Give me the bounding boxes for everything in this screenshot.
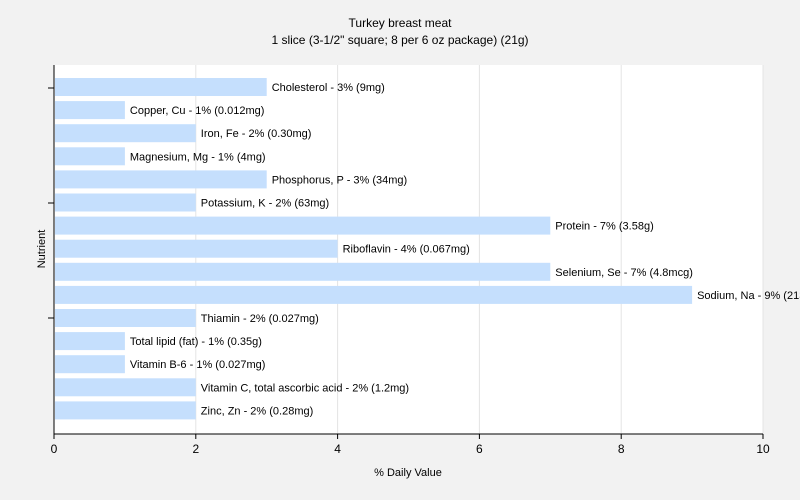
x-tick-label: 8 (618, 442, 625, 456)
bar (55, 239, 338, 258)
bar-label: Magnesium, Mg - 1% (4mg) (130, 151, 266, 163)
bar-label: Vitamin C, total ascorbic acid - 2% (1.2… (201, 382, 409, 394)
bar (55, 262, 551, 281)
bar-label: Protein - 7% (3.58g) (555, 221, 653, 233)
x-tick-label: 4 (334, 442, 341, 456)
bar (55, 124, 196, 143)
bar (55, 401, 196, 420)
bar-label: Thiamin - 2% (0.027mg) (201, 313, 319, 325)
bar-label: Selenium, Se - 7% (4.8mcg) (555, 267, 693, 279)
bar-label: Copper, Cu - 1% (0.012mg) (130, 105, 265, 117)
x-tick-label: 0 (51, 442, 58, 456)
bar-labels: Cholesterol - 3% (9mg) Copper, Cu - 1% (0… (130, 82, 800, 417)
y-axis-title: Nutrient (36, 230, 48, 269)
bar-label: Sodium, Na - 9% (213mg) (697, 290, 800, 302)
x-axis-title: % Daily Value (374, 467, 442, 479)
x-tick-label: 2 (192, 442, 199, 456)
axes (48, 65, 763, 435)
bar (55, 355, 125, 374)
bar (55, 170, 267, 189)
bar (55, 285, 693, 304)
bars (55, 78, 693, 420)
chart-subtitle: 1 slice (3-1/2" square; 8 per 6 oz packa… (271, 33, 528, 47)
bar (55, 332, 125, 351)
bar (55, 78, 267, 96)
x-tick-label: 10 (756, 442, 770, 456)
bar (55, 216, 551, 235)
bar-label: Total lipid (fat) - 1% (0.35g) (130, 336, 262, 348)
bar (55, 193, 196, 212)
x-axis-ticks: 0 2 4 6 8 10 (51, 434, 770, 456)
bar (55, 378, 196, 397)
bar (55, 101, 125, 120)
bar-label: Potassium, K - 2% (63mg) (201, 198, 329, 210)
bar-label: Riboflavin - 4% (0.067mg) (343, 244, 470, 256)
bar (55, 309, 196, 327)
x-tick-label: 6 (476, 442, 483, 456)
bar-label: Vitamin B-6 - 1% (0.027mg) (130, 359, 266, 371)
chart-title: Turkey breast meat (349, 16, 453, 30)
bar-label: Zinc, Zn - 2% (0.28mg) (201, 405, 313, 417)
bar-label: Cholesterol - 3% (9mg) (272, 82, 385, 94)
bar-label: Iron, Fe - 2% (0.30mg) (201, 128, 312, 140)
bar (55, 147, 125, 166)
bar-label: Phosphorus, P - 3% (34mg) (272, 174, 408, 186)
